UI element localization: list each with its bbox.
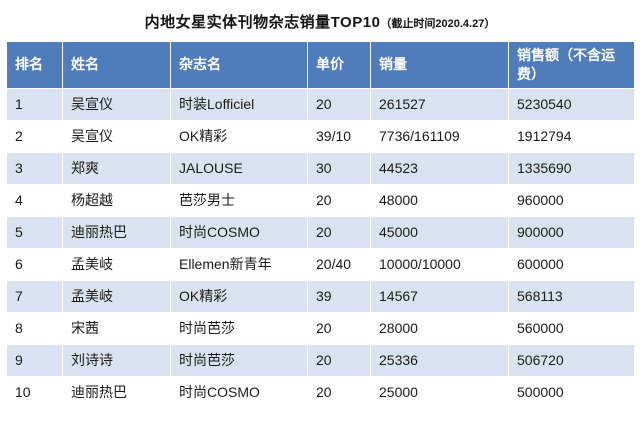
- cell-price: 20: [307, 343, 371, 377]
- cell-price: 20/40: [307, 247, 371, 281]
- header-price: 单价: [307, 41, 371, 89]
- cell-revenue: 600000: [508, 247, 635, 281]
- sales-table: 排名 姓名 杂志名 单价 销量 销售额（不含运费） 1 吴宣仪 时装Loffic…: [6, 41, 635, 409]
- page-title: 内地女星实体刊物杂志销量TOP10（截止时间2020.4.27）: [6, 6, 634, 41]
- cell-sales: 261527: [370, 87, 509, 121]
- cell-sales: 14567: [370, 279, 509, 313]
- title-main: 内地女星实体刊物杂志销量TOP10: [144, 14, 381, 31]
- cell-revenue: 900000: [508, 215, 635, 249]
- cell-rank: 3: [6, 151, 63, 185]
- cell-magazine: 时尚芭莎: [170, 311, 308, 345]
- cell-sales: 48000: [370, 183, 509, 217]
- table-row: 10 迪丽热巴 时尚COSMO 20 25000 500000: [6, 375, 635, 409]
- cell-revenue: 1912794: [508, 119, 635, 153]
- cell-rank: 10: [6, 375, 63, 409]
- cell-revenue: 568113: [508, 279, 635, 313]
- cell-magazine: 时尚COSMO: [170, 375, 308, 409]
- cell-rank: 1: [6, 87, 63, 121]
- cell-price: 20: [307, 311, 371, 345]
- cell-rank: 9: [6, 343, 63, 377]
- cell-sales: 25336: [370, 343, 509, 377]
- table-row: 1 吴宣仪 时装Lofficiel 20 261527 5230540: [6, 87, 635, 121]
- cell-magazine: 时尚COSMO: [170, 215, 308, 249]
- cell-price: 20: [307, 375, 371, 409]
- cell-revenue: 506720: [508, 343, 635, 377]
- header-name: 姓名: [62, 41, 171, 89]
- table-row: 5 迪丽热巴 时尚COSMO 20 45000 900000: [6, 215, 635, 249]
- cell-revenue: 1335690: [508, 151, 635, 185]
- cell-revenue: 5230540: [508, 87, 635, 121]
- title-suffix: （截止时间2020.4.27）: [380, 18, 496, 30]
- table-row: 6 孟美岐 Ellemen新青年 20/40 10000/10000 60000…: [6, 247, 635, 281]
- cell-magazine: 时装Lofficiel: [170, 87, 308, 121]
- cell-sales: 25000: [370, 375, 509, 409]
- cell-price: 20: [307, 183, 371, 217]
- cell-price: 39/10: [307, 119, 371, 153]
- cell-rank: 4: [6, 183, 63, 217]
- cell-revenue: 560000: [508, 311, 635, 345]
- table-row: 2 吴宣仪 OK精彩 39/10 7736/161109 1912794: [6, 119, 635, 153]
- cell-magazine: 芭莎男士: [170, 183, 308, 217]
- table-row: 4 杨超越 芭莎男士 20 48000 960000: [6, 183, 635, 217]
- cell-rank: 8: [6, 311, 63, 345]
- cell-sales: 28000: [370, 311, 509, 345]
- cell-rank: 7: [6, 279, 63, 313]
- cell-magazine: Ellemen新青年: [170, 247, 308, 281]
- cell-price: 20: [307, 87, 371, 121]
- cell-revenue: 960000: [508, 183, 635, 217]
- cell-rank: 6: [6, 247, 63, 281]
- cell-name: 孟美岐: [62, 247, 171, 281]
- cell-sales: 7736/161109: [370, 119, 509, 153]
- table-row: 7 孟美岐 OK精彩 39 14567 568113: [6, 279, 635, 313]
- table-row: 3 郑爽 JALOUSE 30 44523 1335690: [6, 151, 635, 185]
- cell-price: 30: [307, 151, 371, 185]
- cell-price: 20: [307, 215, 371, 249]
- cell-name: 刘诗诗: [62, 343, 171, 377]
- cell-price: 39: [307, 279, 371, 313]
- cell-sales: 44523: [370, 151, 509, 185]
- page: 内地女星实体刊物杂志销量TOP10（截止时间2020.4.27） 排名 姓名 杂…: [6, 6, 635, 409]
- table-header-row: 排名 姓名 杂志名 单价 销量 销售额（不含运费）: [6, 41, 635, 89]
- cell-name: 迪丽热巴: [62, 215, 171, 249]
- cell-name: 迪丽热巴: [62, 375, 171, 409]
- cell-name: 郑爽: [62, 151, 171, 185]
- cell-name: 杨超越: [62, 183, 171, 217]
- header-rank: 排名: [6, 41, 63, 89]
- header-magazine: 杂志名: [170, 41, 308, 89]
- cell-magazine: OK精彩: [170, 119, 308, 153]
- cell-name: 吴宣仪: [62, 87, 171, 121]
- table-row: 8 宋茜 时尚芭莎 20 28000 560000: [6, 311, 635, 345]
- header-revenue: 销售额（不含运费）: [508, 41, 635, 89]
- table-row: 9 刘诗诗 时尚芭莎 20 25336 506720: [6, 343, 635, 377]
- cell-magazine: JALOUSE: [170, 151, 308, 185]
- cell-name: 宋茜: [62, 311, 171, 345]
- cell-name: 吴宣仪: [62, 119, 171, 153]
- cell-revenue: 500000: [508, 375, 635, 409]
- cell-sales: 45000: [370, 215, 509, 249]
- cell-name: 孟美岐: [62, 279, 171, 313]
- cell-magazine: 时尚芭莎: [170, 343, 308, 377]
- header-sales: 销量: [370, 41, 509, 89]
- cell-rank: 5: [6, 215, 63, 249]
- cell-magazine: OK精彩: [170, 279, 308, 313]
- cell-sales: 10000/10000: [370, 247, 509, 281]
- cell-rank: 2: [6, 119, 63, 153]
